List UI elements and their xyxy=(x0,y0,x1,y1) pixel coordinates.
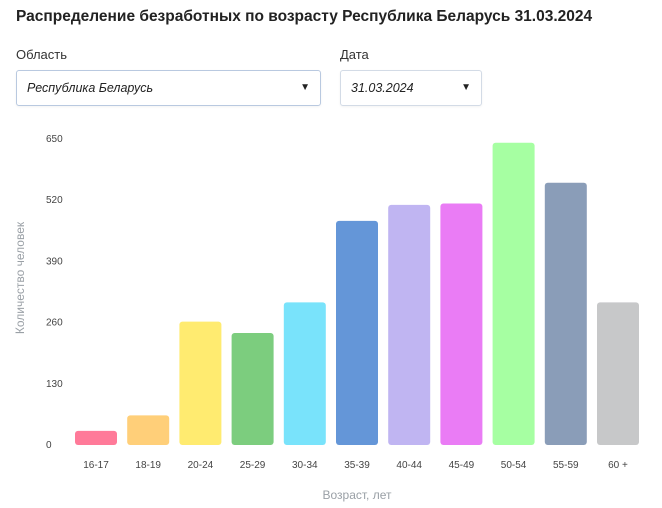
bar-25-29[interactable] xyxy=(231,332,274,445)
date-filter-label: Дата xyxy=(340,47,369,62)
y-tick-label: 390 xyxy=(46,256,63,267)
y-tick-label: 260 xyxy=(46,318,63,329)
x-tick-label: 25-29 xyxy=(240,460,266,471)
bar-18-19[interactable] xyxy=(127,415,170,445)
y-axis-title: Количество человек xyxy=(13,221,27,334)
bar-50-54[interactable] xyxy=(492,142,535,445)
bar-40-44[interactable] xyxy=(388,204,431,445)
x-axis-title: Возраст, лет xyxy=(323,488,393,502)
page-title: Распределение безработных по возрасту Ре… xyxy=(16,8,593,25)
x-tick-label: 18-19 xyxy=(135,460,161,471)
region-filter-label: Область xyxy=(16,47,68,62)
region-select-value: Республика Беларусь xyxy=(27,81,154,95)
y-tick-label: 650 xyxy=(46,134,63,145)
y-tick-label: 130 xyxy=(46,379,63,390)
y-tick-label: 520 xyxy=(46,195,63,206)
x-tick-label: 30-34 xyxy=(292,460,318,471)
bar-35-39[interactable] xyxy=(336,220,378,445)
x-tick-label: 45-49 xyxy=(449,460,475,471)
x-tick-label: 35-39 xyxy=(344,460,370,471)
x-tick-label: 60 + xyxy=(608,460,628,471)
caret-down-icon: ▼ xyxy=(300,82,310,93)
region-select[interactable]: Республика Беларусь ▼ xyxy=(16,70,321,106)
bar-60[interactable] xyxy=(597,302,639,445)
bar-55-59[interactable] xyxy=(544,182,587,445)
x-tick-label: 55-59 xyxy=(553,460,579,471)
x-tick-label: 50-54 xyxy=(501,460,527,471)
y-tick-label: 0 xyxy=(46,440,52,451)
caret-down-icon: ▼ xyxy=(461,82,471,93)
date-select[interactable]: 31.03.2024 ▼ xyxy=(340,70,482,106)
bar-45-49[interactable] xyxy=(440,203,483,445)
bar-30-34[interactable] xyxy=(283,302,326,445)
x-tick-label: 16-17 xyxy=(83,460,109,471)
bar-20-24[interactable] xyxy=(179,321,222,445)
x-tick-label: 40-44 xyxy=(396,460,422,471)
date-select-value: 31.03.2024 xyxy=(351,81,414,95)
bar-16-17[interactable] xyxy=(75,430,117,445)
age-distribution-chart: 0 130 260 390 520 650 16-17 18-19 20-24 25-29 30-… xyxy=(13,134,639,502)
x-tick-label: 20-24 xyxy=(188,460,214,471)
